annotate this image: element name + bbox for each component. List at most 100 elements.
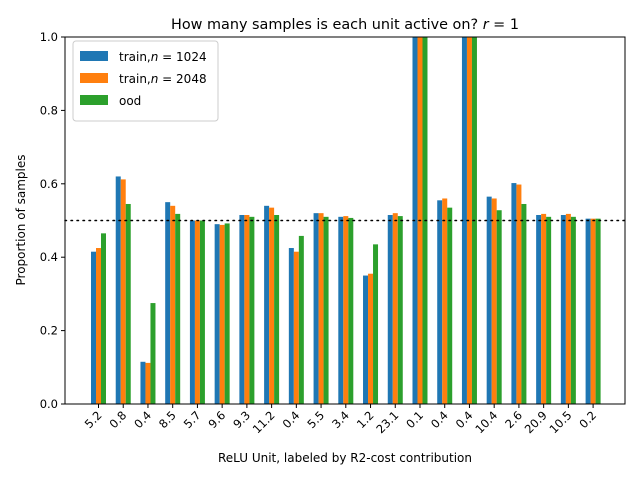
x-tick-label: 10.4	[472, 408, 500, 436]
legend-label: train,n = 2048	[119, 72, 207, 86]
bar	[244, 214, 250, 404]
bar	[595, 218, 601, 404]
bar	[150, 303, 156, 404]
legend-swatch	[80, 73, 108, 83]
bar	[140, 361, 146, 404]
x-tick-label: 0.4	[428, 408, 451, 431]
bar	[373, 244, 379, 404]
bar	[496, 210, 502, 404]
x-tick-label: 0.4	[131, 408, 154, 431]
bar	[585, 218, 591, 404]
x-tick-label: 0.4	[280, 408, 303, 431]
x-tick-label: 9.3	[230, 408, 253, 431]
bar	[323, 216, 329, 404]
bar	[437, 200, 443, 404]
bar	[101, 233, 106, 404]
x-tick-label: 5.7	[181, 408, 204, 431]
y-tick-label: 0.0	[40, 397, 58, 411]
y-axis-label: Proportion of samples	[14, 155, 28, 286]
x-tick-label: 20.9	[522, 408, 550, 436]
bar	[516, 184, 522, 404]
bar	[96, 248, 101, 404]
x-tick-label: 0.8	[107, 408, 130, 431]
x-axis-ticks: 5.2 0.8 0.4 8.5 5.7 9.6 9.311.2 0.4 5.5 3.4 1.223.…	[82, 404, 599, 436]
x-tick-label: 8.5	[156, 408, 179, 431]
bar	[511, 183, 517, 404]
legend-swatch	[80, 51, 108, 61]
bar	[120, 179, 126, 404]
bar	[269, 207, 275, 404]
bar	[363, 275, 369, 404]
bar	[194, 220, 200, 404]
bar	[170, 205, 176, 404]
bar	[392, 213, 398, 404]
bar	[590, 218, 596, 404]
bar	[546, 216, 552, 404]
bar	[274, 214, 280, 404]
bar	[293, 251, 299, 404]
bar	[570, 216, 576, 404]
legend-label: ood	[119, 94, 141, 108]
bar	[368, 273, 374, 404]
bar	[175, 213, 181, 404]
legend-swatch	[80, 95, 108, 105]
legend-label: train,n = 1024	[119, 50, 207, 64]
legend: train,n = 1024 train,n = 2048 ood	[72, 40, 219, 122]
x-axis-label: ReLU Unit, labeled by R2-cost contributi…	[218, 451, 472, 465]
y-tick-label: 1.0	[40, 30, 58, 44]
bar	[125, 203, 131, 404]
bar	[145, 362, 151, 404]
bar	[288, 248, 294, 404]
bar	[318, 213, 324, 404]
bar	[348, 217, 354, 404]
bar	[491, 198, 497, 404]
bar	[466, 37, 472, 404]
bar	[521, 203, 527, 404]
bar	[536, 214, 542, 404]
bar	[189, 220, 195, 404]
bar	[387, 214, 393, 404]
x-tick-label: 3.4	[329, 408, 352, 431]
chart-title: How many samples is each unit active on?…	[171, 17, 519, 33]
legend-box	[72, 40, 219, 122]
bar	[338, 216, 344, 404]
x-tick-label: 9.6	[205, 408, 228, 431]
y-tick-label: 0.6	[40, 177, 58, 191]
bar	[447, 207, 453, 404]
x-tick-label: 23.1	[373, 408, 401, 436]
bar	[219, 224, 225, 404]
bar	[165, 202, 171, 404]
x-tick-label: 5.5	[304, 408, 327, 431]
axes-frame	[64, 36, 626, 405]
bar	[461, 37, 467, 404]
x-tick-label: 5.2	[82, 408, 105, 431]
bar	[91, 251, 96, 404]
bar	[298, 235, 304, 404]
bar	[560, 214, 566, 404]
x-tick-label: 0.1	[403, 408, 426, 431]
bar	[541, 213, 547, 404]
y-axis-ticks: 0.0 0.2 0.4 0.6 0.8 1.0	[40, 30, 65, 411]
bar	[313, 213, 319, 404]
y-tick-label: 0.2	[40, 324, 58, 338]
bar	[397, 216, 403, 404]
x-tick-label: 1.2	[354, 408, 377, 431]
bar	[442, 198, 448, 404]
bar	[224, 223, 230, 404]
x-tick-label: 10.5	[546, 408, 574, 436]
y-tick-label: 0.4	[40, 250, 58, 264]
bar	[343, 216, 349, 404]
bar	[115, 176, 121, 404]
bar	[239, 214, 245, 404]
bar	[249, 216, 255, 404]
bar	[264, 205, 270, 404]
y-tick-label: 0.8	[40, 103, 58, 117]
bar	[486, 196, 492, 404]
bar	[199, 220, 205, 404]
x-tick-label: 2.6	[502, 408, 525, 431]
x-tick-label: 11.2	[250, 408, 278, 436]
x-tick-label: 0.4	[453, 408, 476, 431]
x-tick-label: 0.2	[576, 408, 599, 431]
bar	[214, 224, 220, 404]
